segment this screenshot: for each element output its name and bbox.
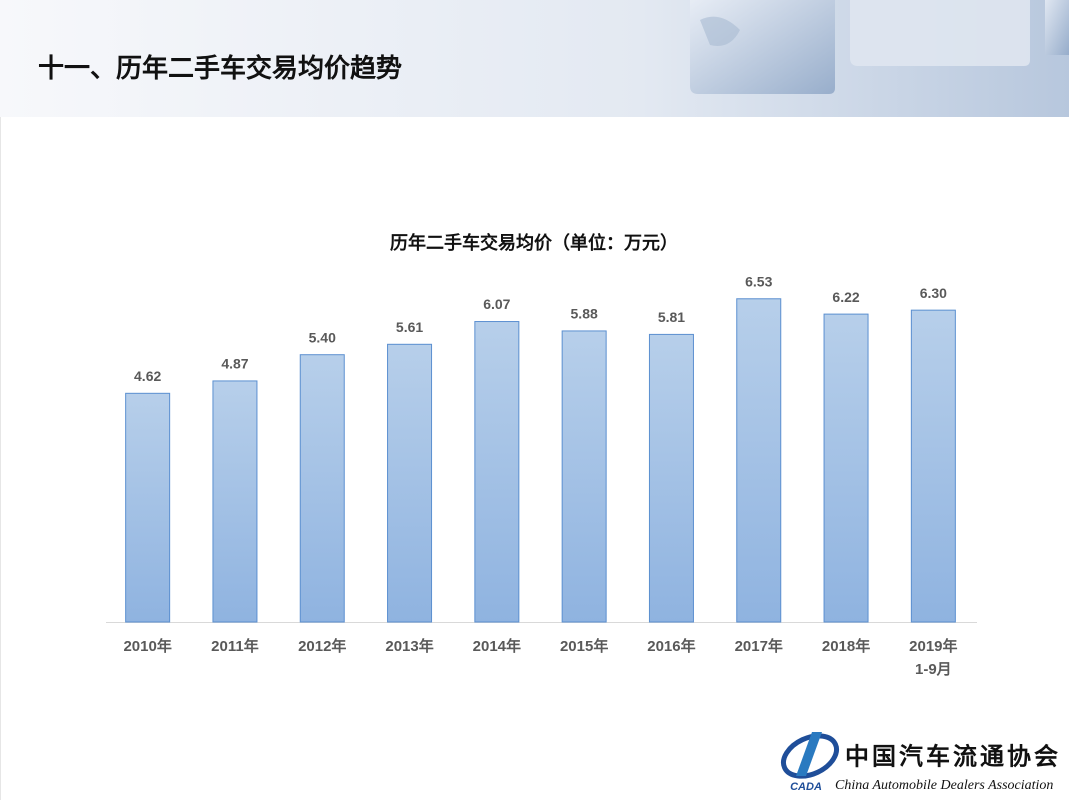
x-tick-label: 2012年: [298, 637, 346, 655]
value-label: 5.61: [396, 319, 423, 335]
x-tick-label: 2013年: [385, 637, 433, 655]
x-tick-label: 2011年: [211, 637, 259, 655]
value-label: 5.88: [571, 306, 598, 322]
x-tick-label: 2014年: [473, 637, 521, 655]
value-label: 5.81: [658, 309, 685, 325]
bar: [648, 333, 694, 623]
org-name: 中国汽车流通协会: [845, 742, 1061, 770]
bar: [212, 380, 258, 623]
logo: CADA 中国汽车流通协会 China Automobile Dealers A…: [781, 732, 1061, 793]
value-label: 6.53: [745, 273, 772, 289]
x-tick-label: 2016年: [647, 637, 695, 655]
x-tick-label: 2017年: [735, 637, 783, 655]
bar: [736, 298, 782, 623]
value-label: 4.62: [134, 368, 161, 384]
bar: [561, 330, 607, 623]
x-tick-label: 2019年 1-9月: [909, 637, 957, 678]
value-label: 5.40: [309, 329, 336, 345]
page-title: 十一、历年二手车交易均价趋势: [38, 53, 402, 83]
header-decoration: [690, 0, 1069, 94]
bar: [823, 313, 869, 623]
bar: [299, 354, 345, 623]
x-tick-label: 2018年: [822, 637, 870, 655]
bar: [474, 321, 520, 623]
bar: [387, 343, 433, 623]
value-label: 6.07: [483, 296, 510, 312]
org-name-en: China Automobile Dealers Association: [835, 778, 1053, 793]
bar: [125, 392, 171, 623]
value-label: 6.22: [832, 289, 859, 305]
chart-title: 历年二手车交易均价（单位：万元）: [390, 232, 678, 253]
logo-abbr: CADA: [790, 781, 822, 793]
x-tick-label: 2015年: [560, 637, 608, 655]
value-label: 6.30: [920, 285, 947, 301]
x-tick-label: 2010年: [123, 637, 171, 655]
value-label: 4.87: [221, 356, 248, 372]
bar: [910, 309, 956, 623]
